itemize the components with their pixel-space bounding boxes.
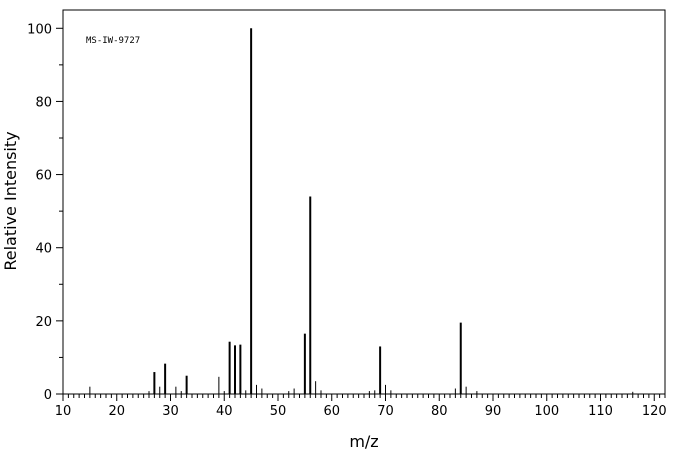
x-axis-title: m/z	[349, 432, 378, 451]
x-tick-label: 50	[270, 404, 287, 419]
y-tick-label: 20	[35, 315, 52, 330]
plot-frame	[62, 9, 666, 395]
axis-ticks	[56, 27, 666, 401]
x-tick-label: 20	[108, 404, 125, 419]
x-tick-label: 110	[588, 404, 613, 419]
y-tick-label: 0	[44, 388, 52, 403]
x-tick-label: 90	[485, 404, 502, 419]
spectrum-id-annotation: MS-IW-9727	[86, 36, 140, 46]
x-tick-label: 100	[534, 404, 559, 419]
x-tick-label: 120	[642, 404, 667, 419]
x-tick-label: 80	[431, 404, 448, 419]
y-tick-label: 60	[35, 169, 52, 184]
spectrum-peaks	[89, 28, 634, 394]
x-tick-labels: 10 20 30 40 50 60 70 80 90 100 110 120	[55, 404, 667, 419]
y-tick-label: 100	[27, 22, 52, 37]
x-tick-label: 10	[55, 404, 72, 419]
x-tick-label: 30	[162, 404, 179, 419]
x-tick-label: 70	[377, 404, 394, 419]
y-tick-label: 40	[35, 242, 52, 257]
y-tick-labels: 0 20 40 60 80 100	[27, 22, 52, 403]
y-axis-title: Relative Intensity	[1, 131, 20, 270]
y-tick-label: 80	[35, 95, 52, 110]
x-tick-label: 60	[323, 404, 340, 419]
x-tick-label: 40	[216, 404, 233, 419]
